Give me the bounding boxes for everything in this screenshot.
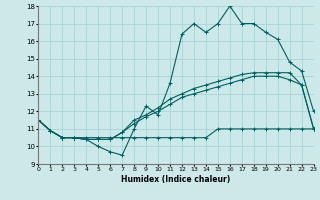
X-axis label: Humidex (Indice chaleur): Humidex (Indice chaleur)	[121, 175, 231, 184]
